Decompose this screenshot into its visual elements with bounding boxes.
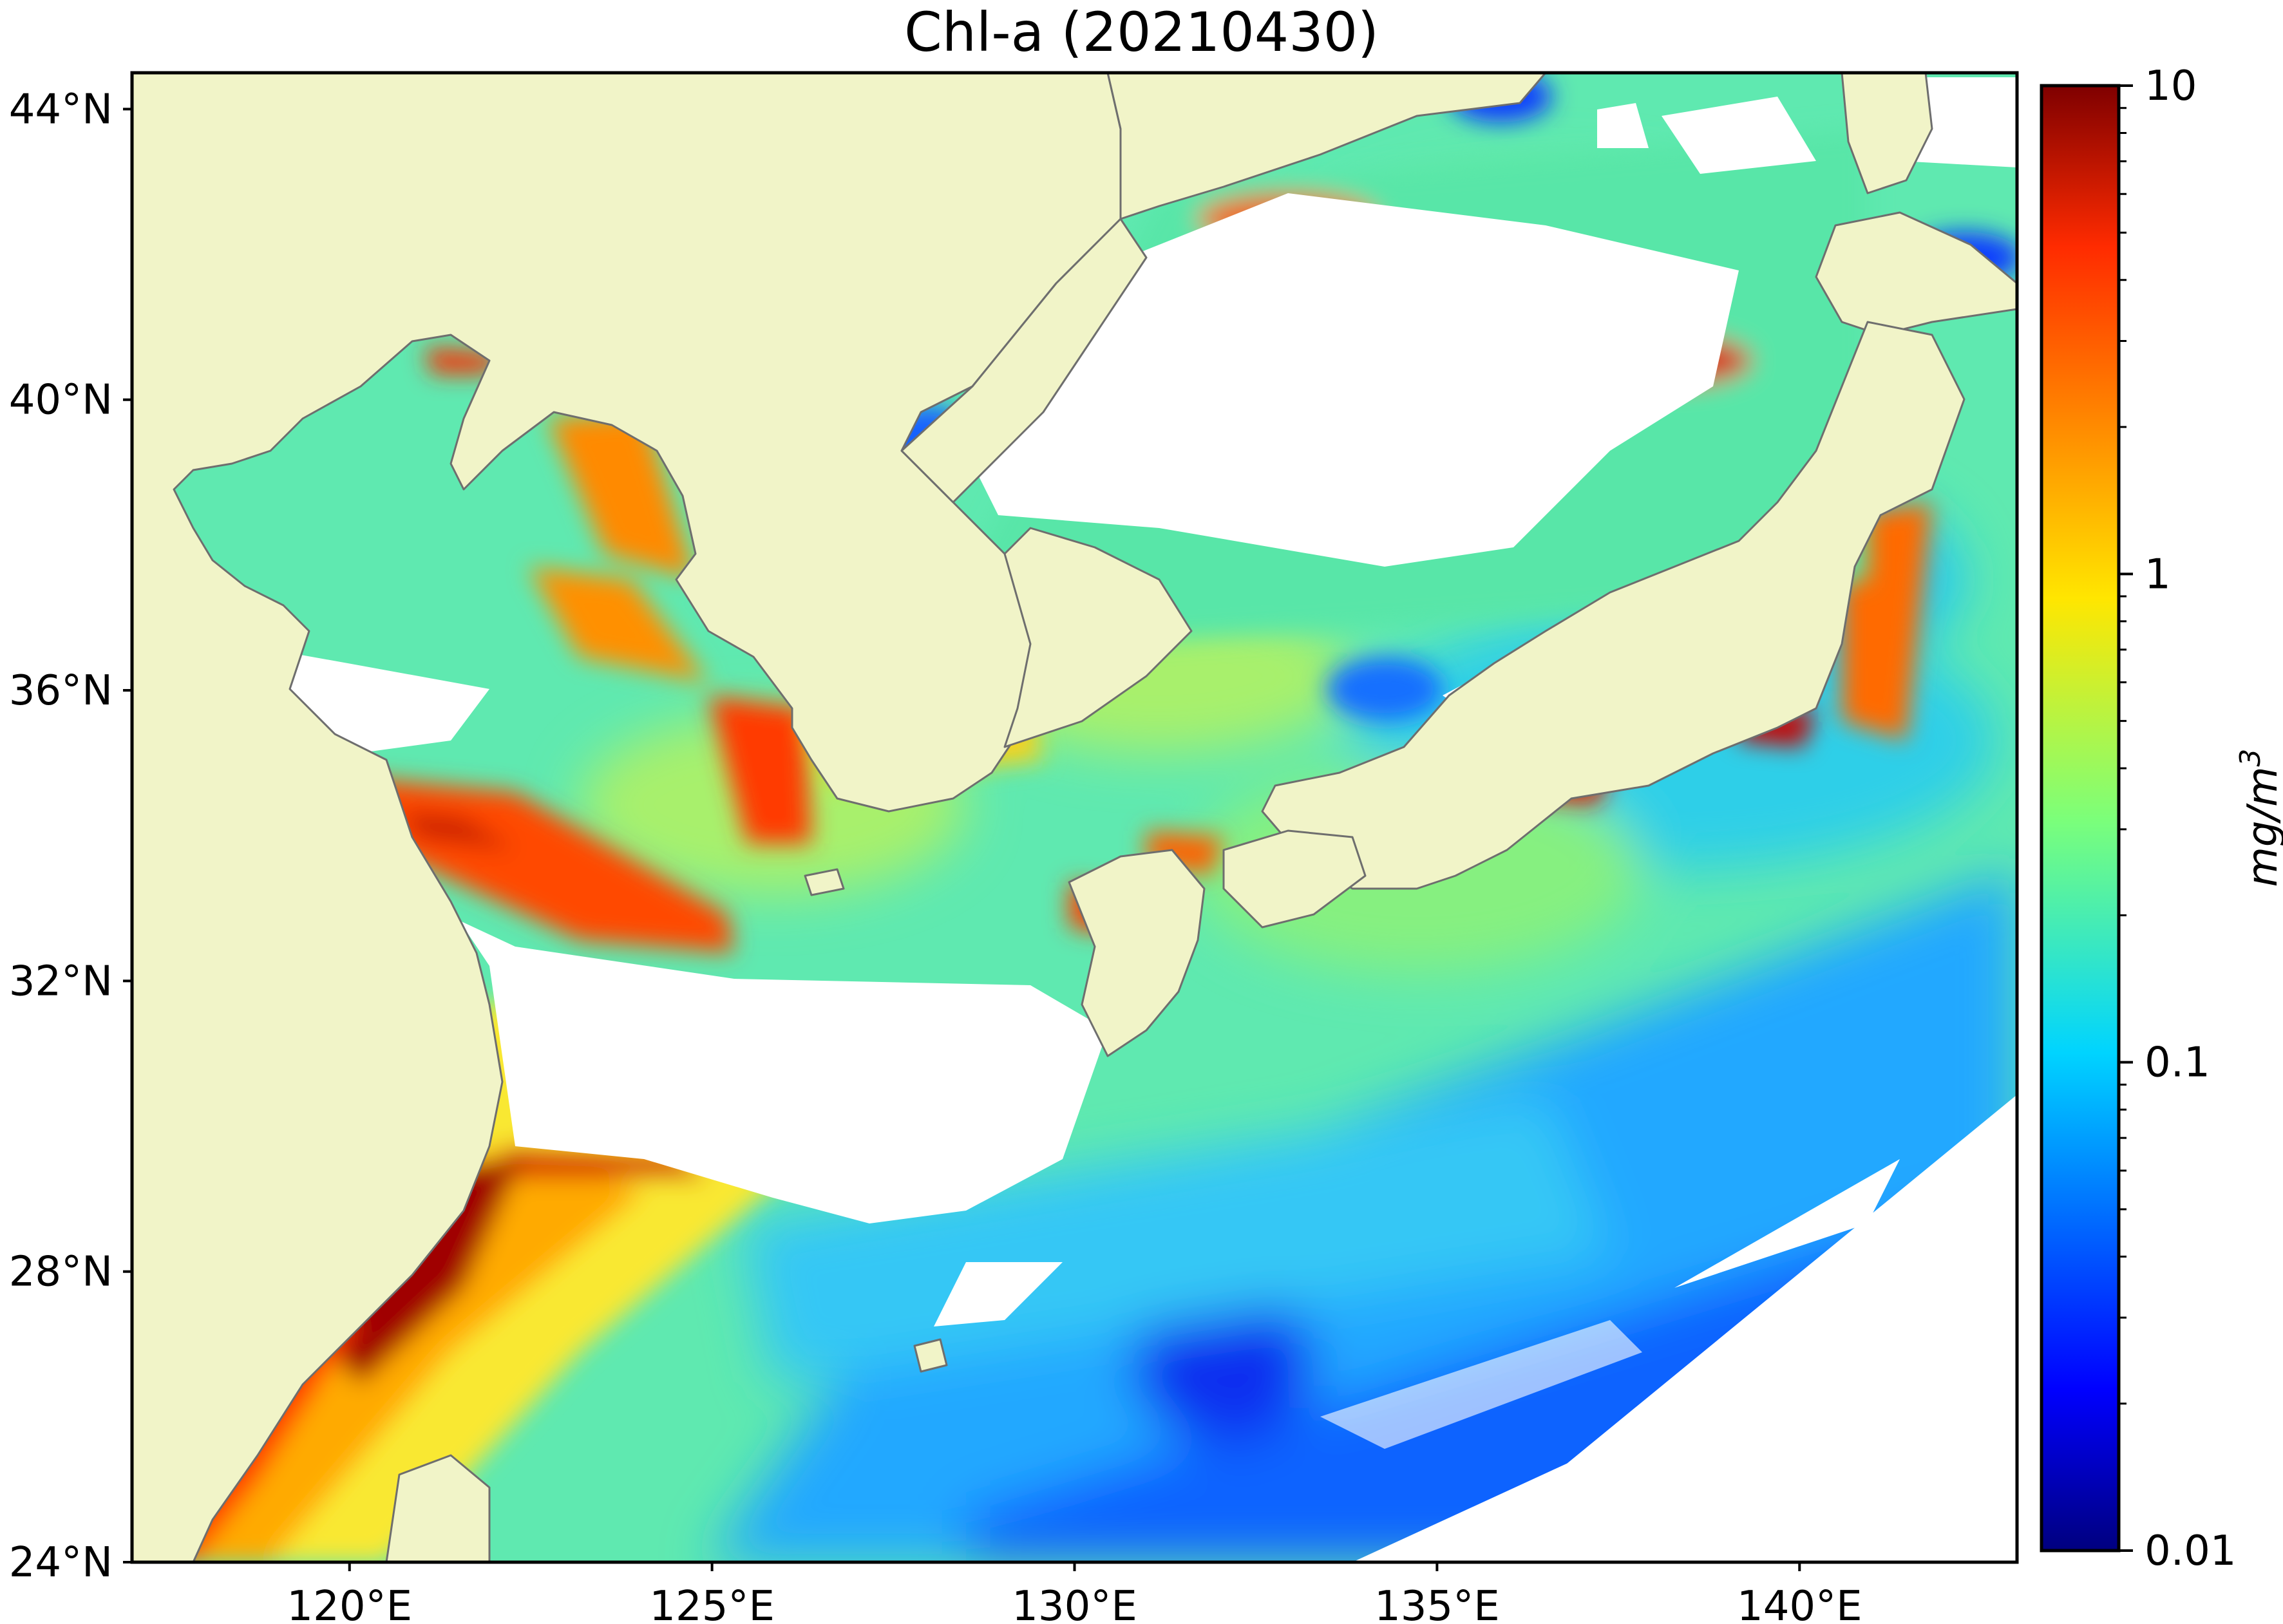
land-masses [132, 73, 2017, 1562]
longitude-axis: 120°E 125°E 130°E 135°E 140°E [287, 1562, 1862, 1624]
okinawa-island [913, 1338, 948, 1373]
cloud-cover [167, 77, 2017, 1562]
colorbar-gradient [2041, 86, 2119, 1551]
sakhalin-hokkaido-land [1841, 73, 1933, 194]
colorbar-minor-ticks [2119, 107, 2127, 1405]
lon-tick-label: 130°E [1012, 1583, 1137, 1624]
lat-tick-label: 32°N [9, 958, 113, 1005]
primorye-land [1106, 73, 1547, 220]
colorbar-tick-label: 0.1 [2145, 1039, 2210, 1087]
colorbar-tick-label: 0.01 [2145, 1527, 2237, 1575]
honshu-land [1261, 321, 1966, 890]
map-area [132, 73, 2017, 1562]
colorbar-frame [2040, 84, 2121, 1553]
lon-tick-label: 140°E [1737, 1583, 1862, 1624]
colorbar-tick-label: 10 [2145, 62, 2197, 110]
korea-land [900, 218, 1148, 504]
lat-tick-label: 44°N [9, 86, 113, 133]
lon-tick-label: 135°E [1374, 1583, 1500, 1624]
kyushu-land [1068, 849, 1206, 1057]
jeju-island [804, 868, 845, 896]
colorbar-ticks: 10 1 0.1 0.01 [2119, 62, 2237, 1575]
latitude-axis: 44°N 40°N 36°N 32°N 28°N 24°N [9, 86, 132, 1587]
lon-tick-label: 120°E [287, 1583, 412, 1624]
colorbar-tick-label: 1 [2145, 551, 2171, 598]
lat-tick-label: 28°N [9, 1249, 113, 1296]
colorbar-unit-label: mg/m3 [2234, 749, 2283, 887]
lon-tick-label: 125°E [649, 1583, 775, 1624]
lat-tick-label: 40°N [9, 377, 113, 424]
hokkaido-land [1815, 211, 2017, 336]
shikoku-land [1222, 829, 1367, 929]
lat-tick-label: 24°N [9, 1539, 113, 1587]
taiwan-land [385, 1454, 491, 1562]
lat-tick-label: 36°N [9, 667, 113, 715]
korean-peninsula-south [1003, 527, 1193, 748]
map-title: Chl-a (20210430) [904, 1, 1379, 64]
